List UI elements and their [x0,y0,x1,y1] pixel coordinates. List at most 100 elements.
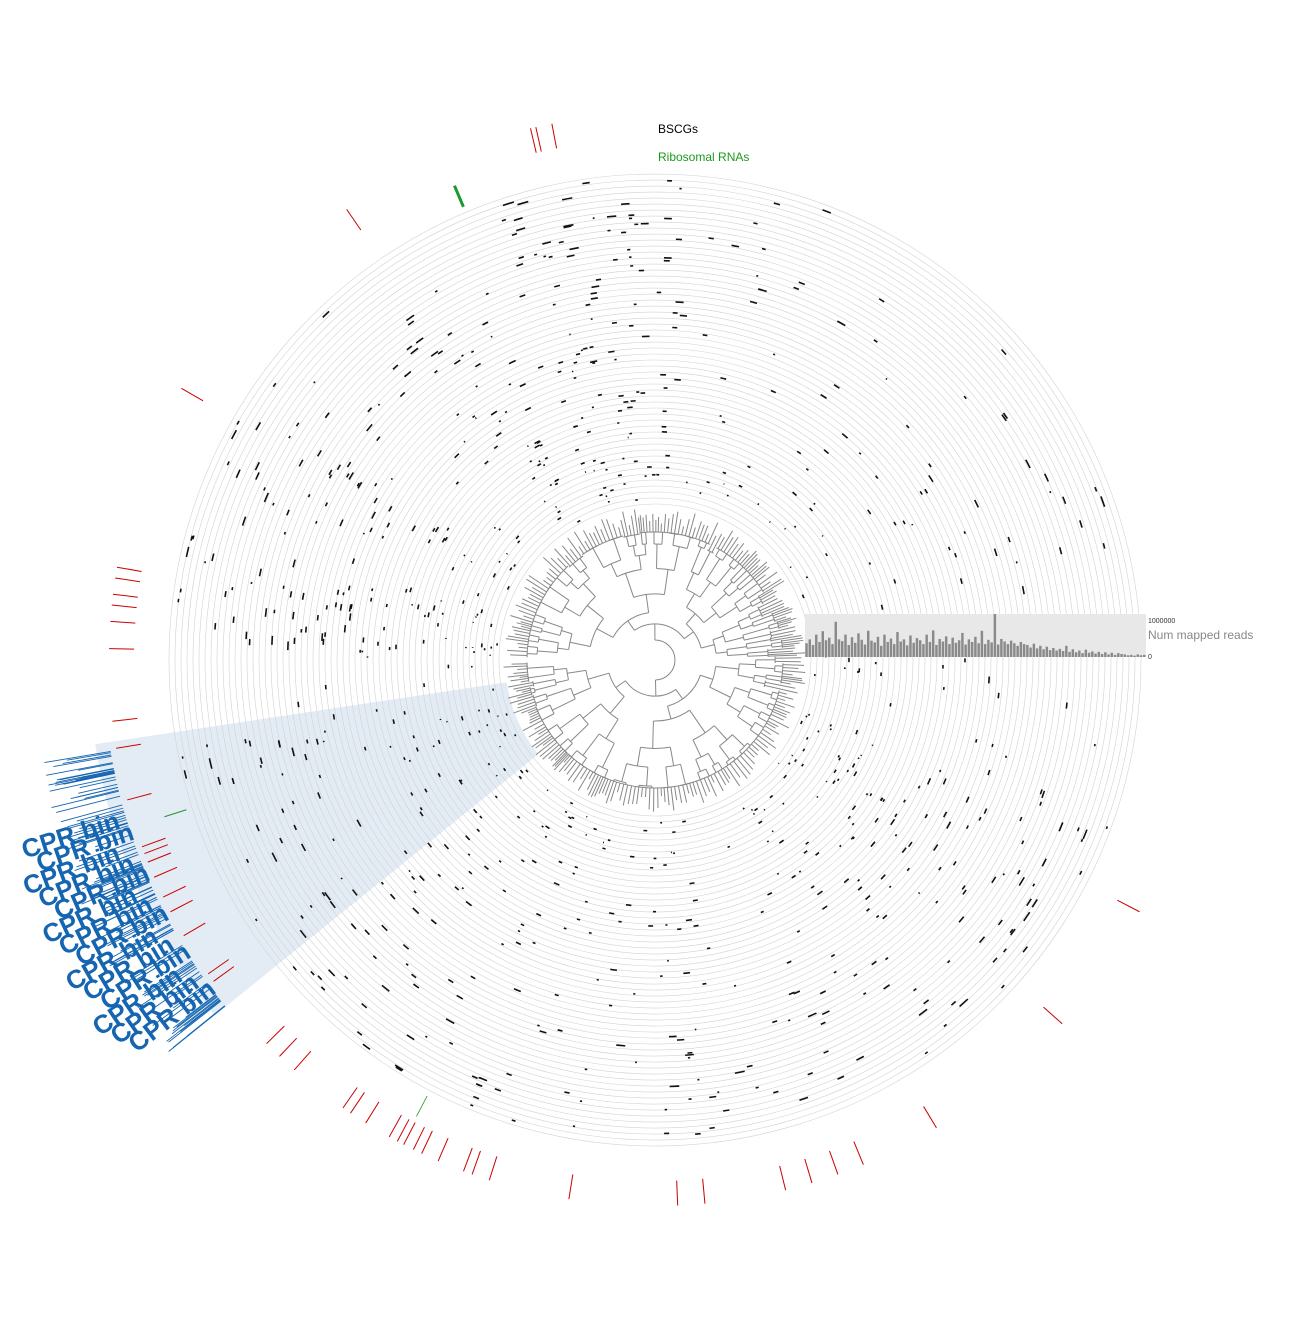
heatmap-cell [863,992,867,996]
tree-leaf [749,565,759,574]
bar [1130,654,1133,657]
tree-leaf [542,556,562,574]
heatmap-cell [545,825,550,830]
cpr-bin-tick [62,754,112,764]
tree-leaf [567,763,581,782]
tree-branch [589,618,604,647]
heatmap-cell [902,520,906,525]
tree-branch [763,680,766,688]
tree-leaf [601,519,611,541]
tree-leaf [578,546,585,554]
heatmap-cell [377,403,381,406]
bar [974,636,977,657]
tree-branch [530,687,535,690]
tree-leaf [644,787,647,797]
heatmap-cell [329,900,336,909]
heatmap-cell [576,918,581,921]
heatmap-cell [492,573,497,578]
tree-leaf [517,693,532,699]
heatmap-cell [499,745,502,748]
tree-leaf [781,675,803,680]
heatmap-cell [875,914,880,919]
tree-leaf [514,633,530,638]
heatmap-cell [874,817,879,823]
bar [964,644,967,657]
tree-leaf [515,604,537,614]
heatmap-cell [858,452,862,455]
tree-branch [766,703,770,709]
heatmap-cell [1022,946,1029,953]
tree-leaf [513,671,528,675]
tree-branch [546,687,572,697]
tree-leaf [707,776,717,797]
bar [925,634,928,657]
heatmap-cell [1021,840,1025,845]
cpr-bin-tick [78,763,113,771]
heatmap-cell [537,1024,540,1027]
tree-branch [636,747,641,767]
heatmap-cell [317,792,322,799]
heatmap-cell [534,253,538,256]
heatmap-cell [807,1071,813,1076]
heatmap-cell [324,502,329,507]
tree-branch [537,650,558,654]
tree-leaf [563,758,575,772]
heatmap-cell [508,383,512,386]
cpr-bin-tick [79,779,117,789]
heatmap-cell [412,983,420,989]
bscg-hit [421,1130,433,1154]
tree-branch [772,691,779,695]
tree-branch [644,544,647,555]
heatmap-cell [772,353,776,356]
heatmap-cell [468,731,471,736]
heatmap-cell [760,910,764,914]
bscg-hit [112,717,138,722]
heatmap-cell [946,959,951,964]
bar [928,641,932,657]
tree-branch [605,718,619,739]
tree-leaf [549,568,559,577]
heatmap-cell [766,840,770,843]
heatmap-cell [320,986,326,991]
heatmap-cell [627,406,633,409]
tree-branch [716,547,723,552]
tree-leaf [677,519,682,535]
heatmap-cell [508,359,516,365]
cpr-bin-tick [172,994,217,1029]
bscg-hit [141,837,166,848]
cpr-bin-tick [57,811,125,832]
heatmap-cell [410,792,414,796]
tree-leaf [526,578,547,593]
heatmap-cell [412,735,415,739]
tree-leaf [667,518,670,533]
tree-branch [747,651,768,654]
cpr-bin-tick [95,834,132,848]
heatmap-cell [821,1010,830,1016]
tree-branch [554,574,560,582]
tree-branch [765,674,767,679]
tree-leaf [692,782,698,795]
heatmap-cell [405,314,415,322]
heatmap-cell [1010,928,1016,936]
tree-branch [719,745,730,760]
bar [912,642,915,657]
ribosomal-rna-hit [164,809,187,818]
tree-branch [780,678,783,684]
heatmap-cell [185,546,190,558]
heatmap-cell [825,552,828,557]
tree-leaf [612,523,618,538]
heatmap-cell [865,792,869,796]
tree-leaf [663,513,667,533]
cpr-bin-tick [105,880,150,900]
tree-leaf [776,700,795,708]
bscg-hit [112,593,138,598]
bar [1022,644,1026,657]
heatmap-cell [962,889,967,895]
tree-branch [565,751,569,755]
tree-leaf [773,706,791,714]
heatmap-cell [347,585,351,591]
bscgs-label: BSCGs [658,122,698,136]
tree-branch [661,532,664,545]
heatmap-cell [361,1002,368,1009]
tree-branch [610,563,618,577]
